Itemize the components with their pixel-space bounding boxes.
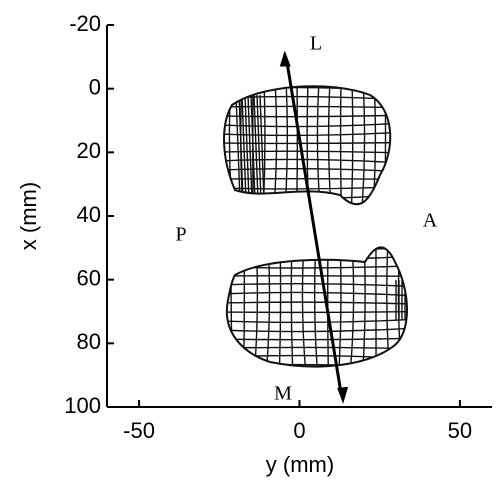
mesh-line: [226, 337, 408, 341]
mesh-line: [226, 265, 408, 269]
mesh-line: [226, 354, 408, 360]
mesh-line: [241, 94, 247, 201]
mesh-line: [259, 94, 265, 201]
mesh-line: [220, 374, 415, 375]
mesh-line: [350, 86, 354, 205]
mesh-line: [226, 310, 408, 314]
annotation: L: [310, 33, 322, 55]
mesh-line: [339, 86, 343, 205]
y-tick-label: 40: [77, 202, 101, 227]
mesh-line: [253, 94, 259, 201]
x-tick-label: -50: [123, 418, 155, 443]
mesh-line: [224, 167, 391, 173]
mesh-line: [230, 247, 234, 367]
mesh-line: [256, 94, 262, 201]
y-tick-label: 100: [64, 393, 101, 418]
mesh-line: [226, 327, 408, 333]
mesh-line: [242, 247, 246, 367]
mesh-line: [224, 122, 391, 128]
mesh-line: [247, 94, 253, 201]
mesh-line: [224, 105, 391, 109]
mesh-line: [386, 247, 391, 367]
arrowhead: [279, 50, 291, 67]
mesh-line: [224, 114, 391, 118]
mesh-line: [224, 178, 391, 181]
mesh-line: [278, 247, 282, 367]
y-tick-label: 20: [77, 138, 101, 163]
mesh-line: [235, 94, 241, 201]
mesh-line: [226, 301, 408, 305]
mesh-line: [371, 86, 377, 205]
x-tick-label: 0: [293, 418, 305, 443]
mesh-line: [250, 94, 256, 201]
annotation: A: [423, 210, 438, 232]
y-tick-label: 0: [89, 74, 101, 99]
mesh-line: [226, 291, 408, 297]
arrowhead: [337, 386, 349, 404]
mesh-line: [219, 80, 221, 220]
mesh-line: [228, 86, 234, 205]
mesh-line: [411, 240, 413, 375]
mesh-line: [283, 86, 289, 205]
mesh-line: [220, 79, 400, 80]
mesh-line: [295, 86, 299, 205]
mesh-line: [360, 86, 366, 205]
arrow: [285, 59, 343, 395]
mesh-line: [238, 94, 244, 201]
mesh-line: [218, 240, 222, 375]
mesh-line: [226, 346, 408, 350]
mesh-line: [272, 86, 278, 205]
mesh-line: [383, 86, 387, 205]
upper-mesh-outline: [223, 85, 392, 206]
y-tick-label: 80: [77, 329, 101, 354]
mesh-line: [226, 283, 408, 288]
mesh-line: [395, 80, 397, 220]
mesh-line: [327, 86, 333, 205]
y-axis-title: x (mm): [16, 182, 41, 250]
annotation: P: [175, 224, 186, 246]
x-tick-label: 50: [448, 418, 472, 443]
annotation: M: [274, 383, 292, 405]
mesh-line: [306, 86, 310, 205]
mesh-line: [226, 318, 408, 324]
mesh-line: [224, 86, 391, 92]
y-tick-label: -20: [69, 11, 101, 36]
mesh-line: [265, 247, 271, 367]
y-tick-label: 60: [77, 265, 101, 290]
mesh-line: [316, 86, 322, 205]
mesh-line: [361, 247, 366, 367]
mesh-line: [262, 86, 266, 205]
x-axis-title: y (mm): [266, 452, 334, 477]
lower-mesh-outline: [225, 246, 408, 368]
mesh-line: [244, 94, 250, 201]
mesh-line: [224, 131, 391, 137]
